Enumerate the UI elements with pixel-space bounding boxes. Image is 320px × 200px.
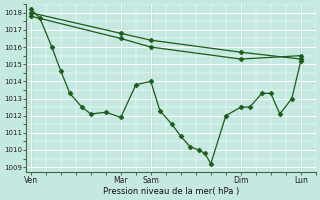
X-axis label: Pression niveau de la mer( hPa ): Pression niveau de la mer( hPa ) — [103, 187, 239, 196]
